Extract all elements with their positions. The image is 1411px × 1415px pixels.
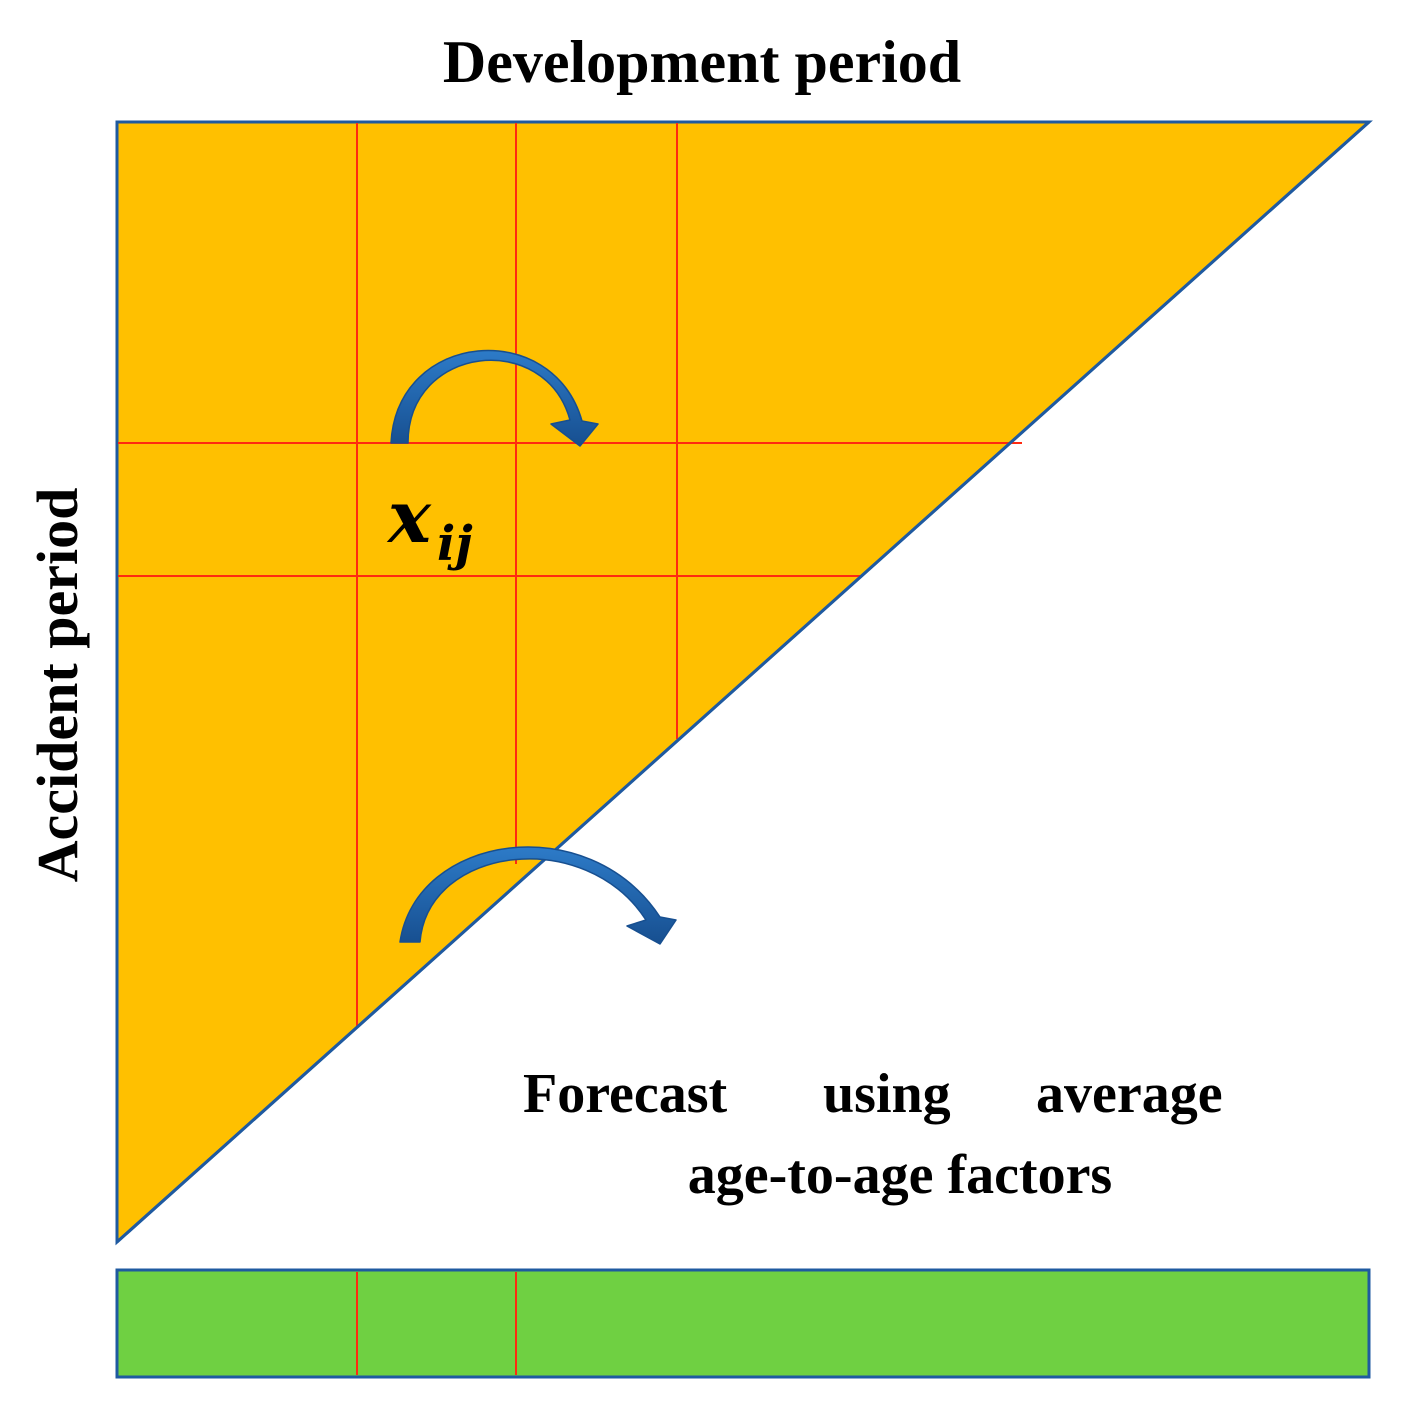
forecast-word: Forecast xyxy=(523,1063,728,1125)
triangle-diagonal xyxy=(115,120,1371,1244)
forecast-line-2: age-to-age factors xyxy=(688,1144,1112,1206)
forecast-arrow-icon xyxy=(399,846,677,945)
cell-symbol: x ij xyxy=(386,474,473,572)
development-arrow-icon xyxy=(390,349,599,447)
forecast-word: average xyxy=(1036,1063,1223,1125)
forecast-word: using xyxy=(823,1063,951,1125)
forecast-note: Forecast using average age-to-age factor… xyxy=(523,1063,1223,1206)
accident-period-label: Accident period xyxy=(25,488,90,883)
age-to-age-factor-bar xyxy=(115,1268,1371,1379)
diagram-title: Development period xyxy=(443,29,961,95)
triangle-grid xyxy=(118,123,1022,1027)
